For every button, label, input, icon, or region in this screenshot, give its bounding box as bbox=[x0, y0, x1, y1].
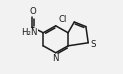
Text: H₂N: H₂N bbox=[21, 28, 37, 37]
Text: O: O bbox=[29, 7, 36, 16]
Text: Cl: Cl bbox=[58, 15, 66, 24]
Text: N: N bbox=[52, 54, 59, 63]
Text: S: S bbox=[91, 40, 96, 49]
